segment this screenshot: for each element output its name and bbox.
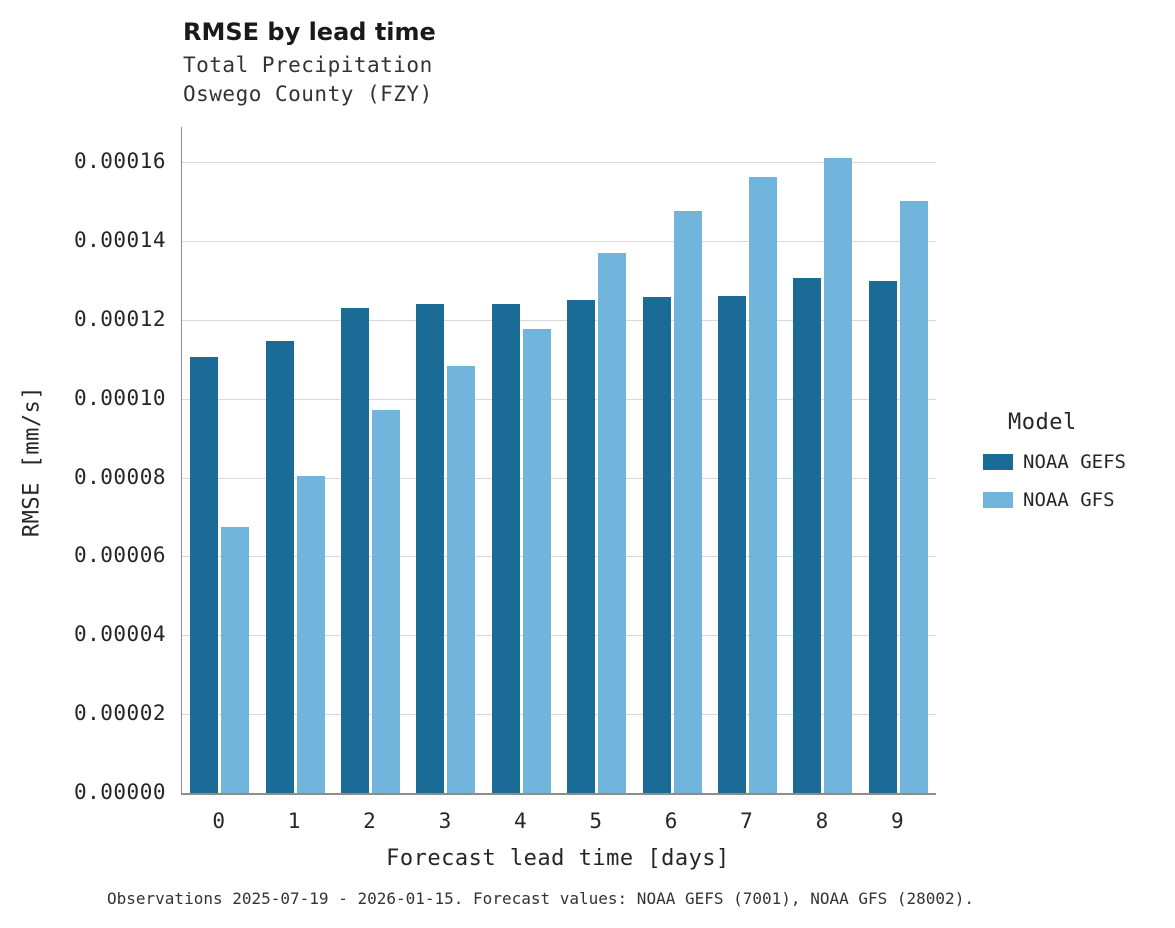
x-tick-label: 2 <box>363 809 376 833</box>
gridline <box>182 556 936 558</box>
legend-item-noaa-gefs: NOAA GEFS <box>983 451 1173 473</box>
chart-subtitle-line2: Oswego County (FZY) <box>183 82 433 106</box>
bar-noaa-gefs-5 <box>567 300 596 793</box>
bar-noaa-gefs-7 <box>718 296 746 793</box>
gridline <box>182 240 936 242</box>
legend-title: Model <box>1008 410 1077 435</box>
x-tick-label: 9 <box>890 809 904 833</box>
y-tick-label: 0.00000 <box>73 780 166 804</box>
x-tick-label: 7 <box>740 809 753 833</box>
bar-noaa-gfs-9 <box>899 200 928 793</box>
y-tick-label: 0.00006 <box>73 543 166 568</box>
noaa-gfs-swatch-icon <box>983 492 1013 508</box>
bar-noaa-gfs-5 <box>598 252 627 793</box>
y-tick-label: 0.00002 <box>73 701 166 726</box>
legend: Model NOAA GEFS NOAA GFS <box>983 410 1173 527</box>
gridline <box>182 162 936 163</box>
bar-noaa-gefs-8 <box>793 277 822 793</box>
bar-noaa-gefs-3 <box>416 303 445 793</box>
x-tick-label: 4 <box>513 809 527 833</box>
bar-noaa-gefs-1 <box>265 341 294 793</box>
gridline <box>182 635 936 637</box>
bar-noaa-gefs-0 <box>190 357 219 793</box>
bar-noaa-gefs-9 <box>868 281 897 793</box>
y-tick-label: 0.00014 <box>73 227 166 252</box>
bar-noaa-gefs-4 <box>491 303 520 793</box>
x-tick-label: 8 <box>815 809 829 833</box>
bar-noaa-gfs-0 <box>221 526 250 793</box>
bar-noaa-gfs-8 <box>824 158 853 793</box>
x-tick-label: 6 <box>664 809 678 833</box>
plot-area <box>181 127 936 795</box>
y-tick-label: 0.00012 <box>73 306 166 331</box>
gridline <box>182 398 936 400</box>
x-tick-label: 0 <box>212 809 226 833</box>
bar-noaa-gfs-2 <box>372 409 400 793</box>
x-axis-label: Forecast lead time [days] <box>386 846 730 871</box>
bar-noaa-gfs-3 <box>447 366 476 793</box>
legend-label-noaa-gefs: NOAA GEFS <box>1023 451 1126 473</box>
chart-title: RMSE by lead time <box>183 18 436 46</box>
bar-noaa-gefs-6 <box>642 297 671 793</box>
bar-noaa-gfs-4 <box>522 328 551 793</box>
gridline <box>182 714 936 716</box>
gridline <box>182 477 936 479</box>
bar-noaa-gefs-2 <box>341 307 369 793</box>
chart-subtitle-line1: Total Precipitation <box>183 53 433 77</box>
y-tick-label: 0.00016 <box>73 149 166 173</box>
noaa-gefs-swatch-icon <box>983 454 1013 470</box>
bar-noaa-gfs-1 <box>296 475 325 793</box>
legend-item-noaa-gfs: NOAA GFS <box>983 489 1173 511</box>
bar-noaa-gfs-6 <box>673 211 702 793</box>
x-tick-label: 5 <box>589 809 603 833</box>
x-tick-labels: 0 1 2 3 4 5 6 7 8 9 <box>181 809 935 839</box>
x-tick-label: 1 <box>287 809 301 833</box>
y-tick-label: 0.00008 <box>73 464 166 489</box>
bar-noaa-gfs-7 <box>749 176 777 793</box>
legend-label-noaa-gfs: NOAA GFS <box>1023 489 1115 511</box>
x-tick-label: 3 <box>438 809 452 833</box>
gridline <box>182 319 936 321</box>
caption: Observations 2025-07-19 - 2026-01-15. Fo… <box>107 889 974 908</box>
y-tick-label: 0.00004 <box>73 622 166 647</box>
y-axis-label: RMSE [mm/s] <box>19 385 45 538</box>
y-tick-label: 0.00010 <box>73 385 166 410</box>
